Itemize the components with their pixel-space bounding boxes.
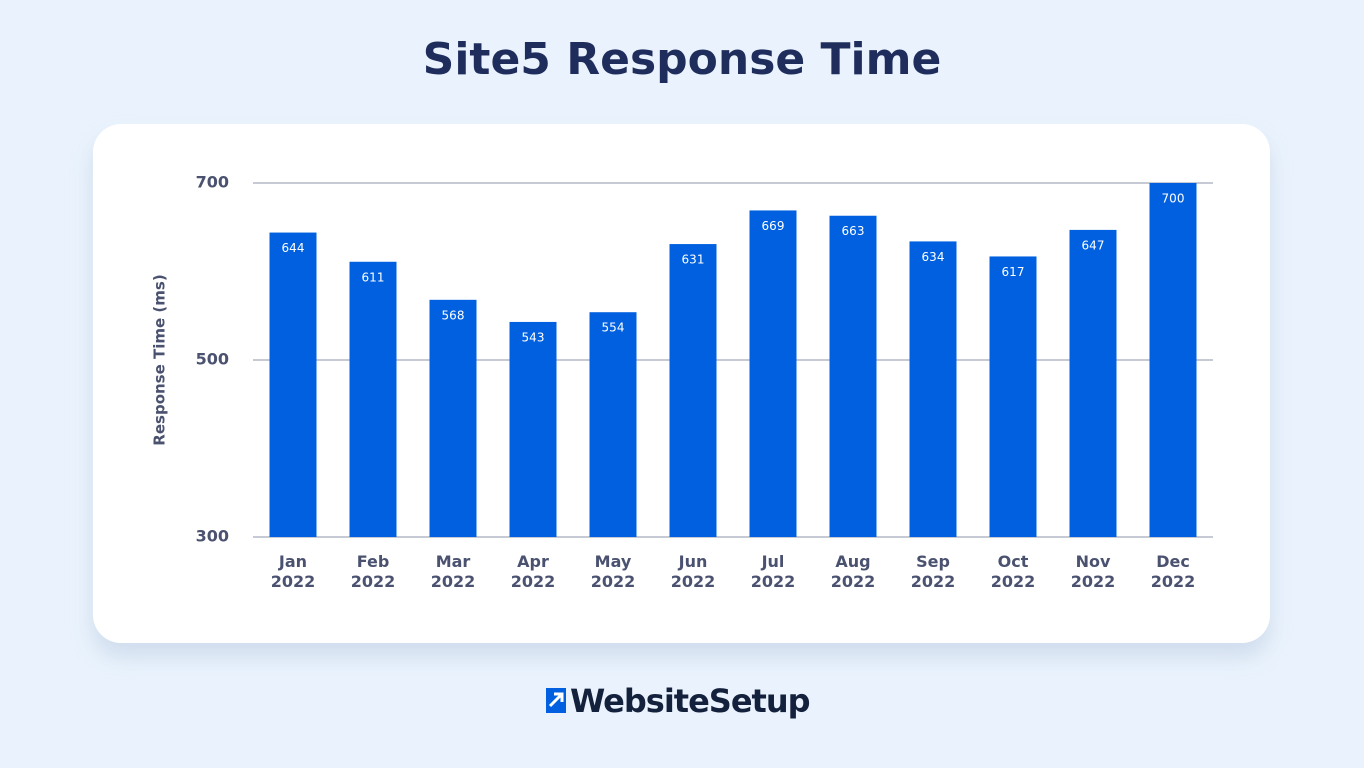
y-tick-label: 500: [196, 350, 229, 369]
bar: [269, 232, 317, 537]
bar: [1069, 229, 1117, 537]
bar: [349, 261, 397, 537]
value-label: 663: [842, 224, 865, 238]
logo-arrow: [548, 692, 564, 708]
x-tick-label: Feb 2022: [350, 552, 396, 591]
value-label: 634: [922, 250, 945, 264]
y-tick-label: 700: [196, 173, 229, 192]
y-tick-label: 300: [196, 527, 229, 546]
x-tick-label: Jan 2022: [270, 552, 316, 591]
value-label: 543: [522, 330, 545, 344]
bar: [909, 241, 957, 537]
bar: [749, 210, 797, 537]
y-axis-label: Response Time (ms): [151, 274, 169, 445]
x-tick-label: Apr 2022: [510, 552, 556, 591]
bar: [589, 312, 637, 537]
value-label: 554: [602, 321, 625, 335]
x-tick-label: Oct 2022: [990, 552, 1036, 591]
x-tick-label: Sep 2022: [910, 552, 956, 591]
x-tick-label: Mar 2022: [430, 552, 476, 591]
logo: WebsiteSetup: [546, 682, 811, 720]
value-label: 647: [1082, 238, 1105, 252]
value-label: 631: [682, 253, 705, 267]
x-tick-label: Nov 2022: [1070, 552, 1116, 591]
value-label: 568: [442, 308, 465, 322]
bar: [989, 256, 1037, 537]
value-label: 700: [1162, 192, 1185, 206]
bar: [509, 321, 557, 537]
x-tick-label: Jul 2022: [750, 552, 796, 591]
bar: [829, 215, 877, 537]
bar: [669, 244, 717, 537]
bar: [429, 299, 477, 537]
brand: WebsiteSetup: [570, 682, 810, 720]
bar: [1149, 183, 1197, 537]
value-label: 611: [362, 270, 385, 284]
value-label: 644: [282, 241, 305, 255]
x-tick-label: May 2022: [590, 552, 636, 591]
x-tick-label: Dec 2022: [1150, 552, 1196, 591]
x-tick-label: Aug 2022: [830, 552, 876, 591]
value-label: 617: [1002, 265, 1025, 279]
chart-title: Site5 Response Time: [423, 34, 942, 85]
x-tick-label: Jun 2022: [670, 552, 716, 591]
value-label: 669: [762, 219, 785, 233]
